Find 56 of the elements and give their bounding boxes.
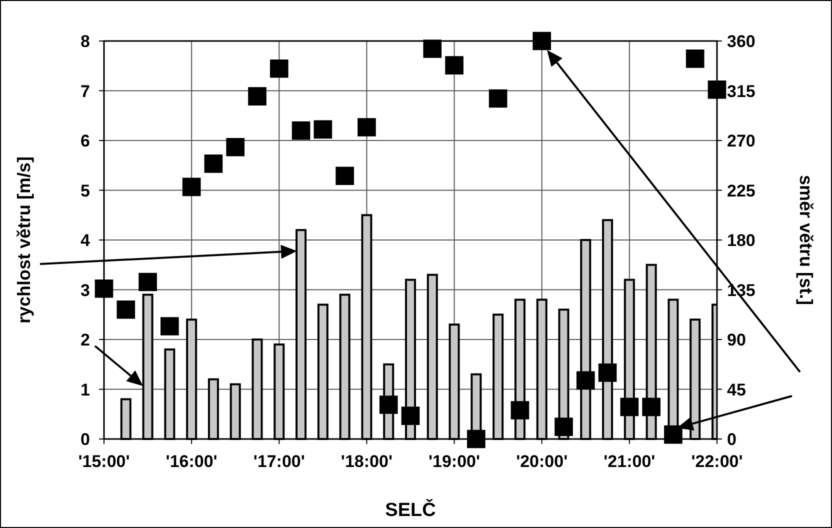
x-tick-label: '22:00': [691, 452, 743, 471]
y2-axis-title: směr větru [st.]: [796, 174, 816, 306]
x-tick-label: '17:00': [253, 452, 305, 471]
point: [226, 138, 245, 156]
point: [204, 154, 223, 173]
y2-tick-label: 0: [727, 430, 736, 449]
x-tick-label: '18:00': [340, 452, 393, 471]
y2-tick-label: 180: [727, 231, 756, 250]
x-tick-label: '15:00': [78, 452, 130, 471]
point: [358, 118, 376, 136]
y-axis-title: rychlost větru [m/s]: [14, 156, 34, 324]
y-tick-label: 8: [80, 32, 90, 51]
y-tick-label: 3: [80, 280, 90, 300]
y2-tick-label: 315: [727, 82, 756, 101]
y-tick-label: 2: [80, 330, 90, 350]
x-axis-title: SELČ: [385, 498, 436, 521]
y-tick-label: 0: [80, 430, 90, 449]
y2-tick-label: 45: [727, 380, 746, 400]
point: [379, 396, 398, 414]
y-tick-label: 5: [80, 181, 90, 200]
y-tick-label: 4: [80, 231, 91, 250]
point: [467, 430, 486, 448]
point: [620, 398, 639, 416]
x-tick-label: '16:00': [166, 452, 218, 471]
x-tick-label: '19:00': [428, 452, 480, 471]
point: [488, 89, 508, 108]
point: [445, 56, 464, 74]
point: [532, 32, 552, 50]
point: [598, 364, 617, 382]
point: [138, 272, 157, 292]
y-tick-label: 1: [80, 380, 90, 400]
point: [94, 279, 114, 298]
point: [182, 178, 201, 196]
point: [642, 398, 660, 416]
point: [686, 50, 704, 68]
y2-tick-label: 90: [727, 330, 746, 350]
point: [576, 371, 595, 390]
point: [292, 121, 310, 140]
point: [248, 87, 266, 106]
x-tick-label: '21:00': [604, 452, 656, 471]
y-tick-label: 7: [80, 82, 90, 101]
y2-tick-label: 225: [727, 181, 756, 200]
point: [160, 317, 179, 336]
point: [401, 406, 420, 425]
y-tick-label: 6: [80, 132, 90, 150]
point: [423, 40, 442, 58]
point: [510, 401, 530, 420]
point: [314, 120, 332, 139]
point: [708, 80, 726, 99]
point: [270, 59, 288, 78]
y2-tick-label: 270: [727, 132, 756, 150]
point: [554, 418, 573, 436]
y2-tick-label: 360: [727, 32, 756, 51]
x-tick-label: '20:00': [516, 452, 568, 471]
point: [116, 300, 136, 319]
point: [336, 166, 354, 186]
